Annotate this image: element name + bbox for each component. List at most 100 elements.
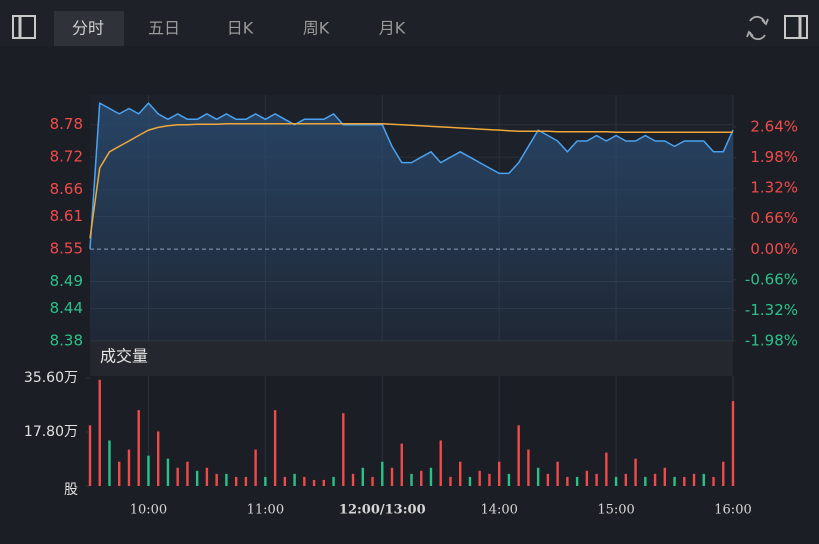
y2-tick-label: -0.66%	[745, 270, 798, 288]
x-tick-label: 10:00	[130, 503, 167, 518]
volume-bar	[283, 476, 287, 486]
volume-bar	[186, 461, 189, 486]
x-tick-label: 11:00	[247, 503, 284, 518]
volume-bar	[702, 473, 705, 486]
volume-bar	[156, 431, 160, 486]
x-tick-label: 15:00	[597, 503, 634, 518]
average-line	[89, 122, 733, 239]
volume-bar	[205, 467, 209, 486]
volume-bar	[390, 467, 394, 486]
volume-tick-label: 35.60万	[24, 370, 78, 386]
y-tick-label: 8.61	[50, 207, 83, 225]
y-tick-label: 8.49	[50, 272, 83, 290]
volume-bar	[546, 473, 550, 486]
volume-tick-label: 17.80万	[24, 424, 78, 440]
tabs: 分时 五日 日K 周K 月K	[72, 19, 406, 38]
volume-bar	[459, 461, 462, 486]
volume-tick-label: 股	[64, 482, 78, 498]
volume-bar	[722, 461, 725, 486]
y2-tick-label: 2.64%	[750, 117, 798, 135]
price-line	[89, 102, 734, 250]
volume-bar	[488, 473, 491, 486]
tab[interactable]: 周K	[303, 19, 330, 38]
volume-bar	[410, 473, 413, 486]
volume-bar	[322, 479, 326, 486]
tab[interactable]: 月K	[379, 19, 406, 38]
volume-header	[90, 340, 733, 376]
volume-bar	[712, 476, 715, 486]
volume-bar	[731, 401, 735, 486]
volume-bar	[195, 470, 199, 486]
volume-bar	[342, 413, 345, 486]
volume-bar	[351, 473, 355, 486]
x-tick-label: 16:00	[714, 503, 751, 518]
volume-bar	[176, 467, 179, 486]
tab-bar	[0, 0, 819, 46]
volume-bar	[527, 449, 530, 486]
volume-bar	[147, 455, 150, 486]
volume-bar	[98, 379, 101, 486]
volume-bar	[468, 476, 472, 486]
volume-bar	[644, 476, 647, 486]
y2-tick-label: -1.32%	[745, 301, 798, 319]
y-tick-label: 8.78	[50, 115, 83, 133]
y-tick-label: 8.55	[50, 240, 83, 258]
tab[interactable]: 分时	[72, 19, 104, 38]
x-tick-label: 12:00/13:00	[339, 503, 426, 518]
volume-bar	[371, 476, 374, 486]
volume-bar	[244, 476, 248, 486]
volume-bar	[332, 476, 335, 486]
volume-bar	[449, 476, 452, 486]
volume-bar	[595, 473, 598, 486]
volume-bar	[536, 467, 540, 486]
volume-bar	[215, 473, 218, 486]
y2-tick-label: 0.66%	[750, 209, 798, 227]
volume-bar	[673, 476, 676, 486]
volume-bar	[497, 461, 501, 486]
volume-bar	[118, 461, 121, 486]
volume-bar	[225, 473, 228, 486]
volume-bar	[624, 473, 628, 486]
price-area	[90, 103, 733, 341]
volume-bar	[273, 410, 277, 486]
y-tick-label: 8.44	[50, 299, 83, 317]
y2-tick-label: 1.32%	[750, 179, 798, 197]
y-tick-label: 8.66	[50, 180, 83, 198]
volume-bar	[575, 476, 579, 486]
volume-bar	[303, 476, 306, 486]
y2-tick-label: 1.98%	[750, 148, 798, 166]
volume-bar	[692, 473, 696, 486]
volume-bar	[517, 425, 520, 486]
volume-bar	[429, 467, 433, 486]
volume-bar	[127, 449, 131, 486]
volume-bar	[507, 473, 511, 486]
volume-bar	[400, 443, 403, 486]
volume-bar	[556, 461, 559, 486]
tab-selected-bg	[54, 11, 124, 46]
volume-bar	[653, 473, 657, 486]
volume-bar	[88, 425, 92, 486]
volume-bar	[381, 461, 384, 486]
volume-bar	[663, 467, 667, 486]
panel-toggle-right[interactable]	[784, 15, 808, 39]
y2-tick-label: 0.00%	[750, 240, 798, 258]
volume-bar	[683, 476, 686, 486]
y-tick-label: 8.38	[50, 332, 83, 350]
volume-bar	[137, 410, 140, 486]
y2-tick-label: -1.98%	[745, 332, 798, 350]
volume-bar	[634, 458, 637, 486]
volume-bar	[439, 440, 442, 486]
volume-bar	[166, 458, 170, 486]
volume-bar	[478, 470, 481, 486]
volume-bar	[614, 476, 618, 486]
volume-bar	[566, 476, 569, 486]
volume-bar	[605, 452, 608, 486]
volume-bar	[312, 479, 316, 486]
refresh-icon[interactable]	[746, 15, 769, 41]
panel-toggle-left[interactable]	[12, 15, 36, 39]
volume-bar	[108, 440, 111, 486]
tab[interactable]: 五日	[148, 19, 180, 38]
tab[interactable]: 日K	[227, 19, 254, 38]
y-tick-label: 8.72	[50, 148, 83, 166]
